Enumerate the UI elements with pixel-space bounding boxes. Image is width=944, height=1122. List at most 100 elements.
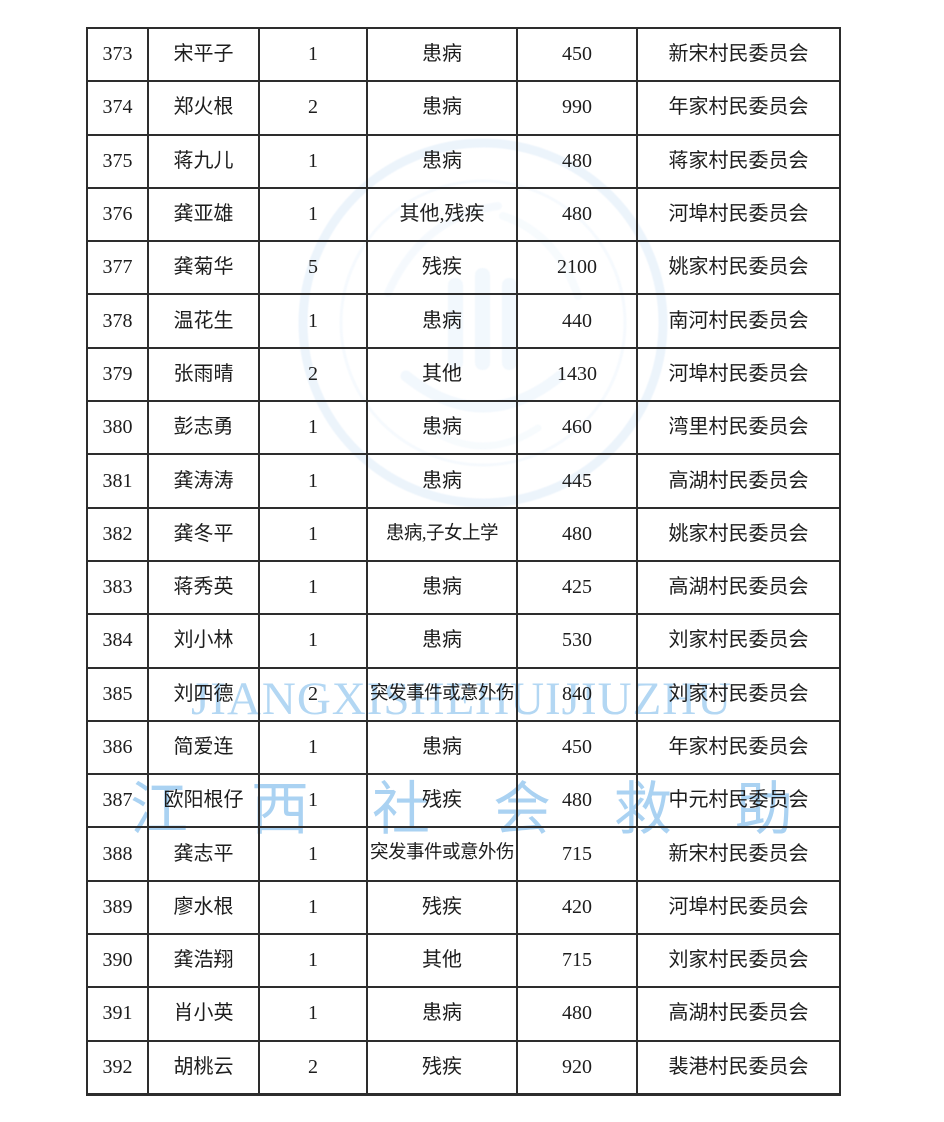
cell-name: 郑火根 — [147, 80, 260, 136]
cell-name: 宋平子 — [147, 26, 260, 83]
cell-name: 龚涛涛 — [147, 453, 260, 509]
cell-reason: 患病 — [366, 80, 518, 136]
cell-count: 1 — [258, 826, 368, 882]
cell-count: 1 — [258, 400, 368, 456]
cell-name: 胡桃云 — [147, 1039, 260, 1096]
cell-amount: 480 — [516, 986, 638, 1042]
cell-no: 373 — [86, 26, 149, 83]
cell-amount: 480 — [516, 186, 638, 243]
cell-no: 378 — [86, 293, 149, 349]
cell-count: 1 — [258, 293, 368, 349]
table-row: 374 郑火根 2 患病 990 年家村民委员会 — [86, 80, 841, 136]
cell-reason: 患病 — [366, 559, 518, 616]
cell-reason: 其他,残疾 — [366, 186, 518, 243]
cell-name: 欧阳根仔 — [147, 773, 260, 829]
cell-committee: 河埠村民委员会 — [636, 346, 841, 403]
cell-committee: 河埠村民委员会 — [636, 186, 841, 243]
cell-no: 376 — [86, 186, 149, 243]
cell-reason: 残疾 — [366, 1039, 518, 1096]
cell-no: 389 — [86, 879, 149, 936]
cell-name: 龚菊华 — [147, 240, 260, 296]
cell-count: 1 — [258, 559, 368, 616]
cell-reason: 突发事件或意外伤 — [366, 826, 518, 882]
cell-no: 386 — [86, 719, 149, 776]
cell-reason: 患病 — [366, 719, 518, 776]
cell-count: 1 — [258, 719, 368, 776]
cell-no: 385 — [86, 666, 149, 722]
cell-no: 387 — [86, 773, 149, 829]
cell-no: 383 — [86, 559, 149, 616]
cell-amount: 425 — [516, 559, 638, 616]
table-row: 386 简爱连 1 患病 450 年家村民委员会 — [86, 719, 841, 776]
cell-committee: 姚家村民委员会 — [636, 506, 841, 562]
table-row: 382 龚冬平 1 患病,子女上学 480 姚家村民委员会 — [86, 506, 841, 562]
cell-name: 肖小英 — [147, 986, 260, 1042]
cell-committee: 刘家村民委员会 — [636, 933, 841, 989]
cell-no: 380 — [86, 400, 149, 456]
cell-count: 1 — [258, 506, 368, 562]
cell-count: 1 — [258, 986, 368, 1042]
table-row: 381 龚涛涛 1 患病 445 高湖村民委员会 — [86, 453, 841, 509]
cell-committee: 南河村民委员会 — [636, 293, 841, 349]
cell-committee: 刘家村民委员会 — [636, 613, 841, 669]
assistance-register-table: 373 宋平子 1 患病 450 新宋村民委员会 374 郑火根 2 患病 990 年家村民委员会 37… — [86, 26, 841, 1096]
cell-count: 1 — [258, 613, 368, 669]
cell-count: 1 — [258, 133, 368, 189]
cell-reason: 患病 — [366, 453, 518, 509]
cell-committee: 年家村民委员会 — [636, 80, 841, 136]
cell-reason: 其他 — [366, 933, 518, 989]
cell-amount: 1430 — [516, 346, 638, 403]
cell-amount: 480 — [516, 773, 638, 829]
cell-committee: 年家村民委员会 — [636, 719, 841, 776]
cell-amount: 480 — [516, 133, 638, 189]
cell-no: 374 — [86, 80, 149, 136]
cell-amount: 460 — [516, 400, 638, 456]
table-row: 379 张雨晴 2 其他 1430 河埠村民委员会 — [86, 346, 841, 403]
cell-reason: 患病 — [366, 400, 518, 456]
cell-name: 温花生 — [147, 293, 260, 349]
cell-count: 2 — [258, 80, 368, 136]
table-row: 387 欧阳根仔 1 残疾 480 中元村民委员会 — [86, 773, 841, 829]
cell-count: 5 — [258, 240, 368, 296]
cell-committee: 新宋村民委员会 — [636, 826, 841, 882]
cell-name: 简爱连 — [147, 719, 260, 776]
table-row: 378 温花生 1 患病 440 南河村民委员会 — [86, 293, 841, 349]
cell-reason: 患病 — [366, 293, 518, 349]
cell-count: 1 — [258, 933, 368, 989]
cell-name: 张雨晴 — [147, 346, 260, 403]
cell-amount: 440 — [516, 293, 638, 349]
cell-committee: 湾里村民委员会 — [636, 400, 841, 456]
cell-committee: 高湖村民委员会 — [636, 453, 841, 509]
cell-reason: 患病 — [366, 26, 518, 83]
cell-no: 384 — [86, 613, 149, 669]
cell-committee: 蒋家村民委员会 — [636, 133, 841, 189]
cell-reason: 残疾 — [366, 879, 518, 936]
cell-reason: 患病 — [366, 986, 518, 1042]
cell-reason: 患病 — [366, 613, 518, 669]
cell-committee: 姚家村民委员会 — [636, 240, 841, 296]
cell-name: 刘小林 — [147, 613, 260, 669]
table-row: 376 龚亚雄 1 其他,残疾 480 河埠村民委员会 — [86, 186, 841, 243]
cell-no: 391 — [86, 986, 149, 1042]
table-row: 392 胡桃云 2 残疾 920 裴港村民委员会 — [86, 1039, 841, 1096]
cell-count: 2 — [258, 1039, 368, 1096]
table-row: 380 彭志勇 1 患病 460 湾里村民委员会 — [86, 400, 841, 456]
cell-amount: 480 — [516, 506, 638, 562]
table-row: 384 刘小林 1 患病 530 刘家村民委员会 — [86, 613, 841, 669]
cell-amount: 450 — [516, 719, 638, 776]
table-row: 390 龚浩翔 1 其他 715 刘家村民委员会 — [86, 933, 841, 989]
cell-committee: 新宋村民委员会 — [636, 26, 841, 83]
cell-no: 382 — [86, 506, 149, 562]
cell-no: 377 — [86, 240, 149, 296]
cell-amount: 450 — [516, 26, 638, 83]
cell-reason: 残疾 — [366, 240, 518, 296]
cell-amount: 715 — [516, 933, 638, 989]
table-row: 389 廖水根 1 残疾 420 河埠村民委员会 — [86, 879, 841, 936]
cell-count: 1 — [258, 26, 368, 83]
cell-reason: 残疾 — [366, 773, 518, 829]
cell-amount: 990 — [516, 80, 638, 136]
cell-count: 2 — [258, 346, 368, 403]
cell-name: 龚志平 — [147, 826, 260, 882]
cell-name: 蒋九儿 — [147, 133, 260, 189]
